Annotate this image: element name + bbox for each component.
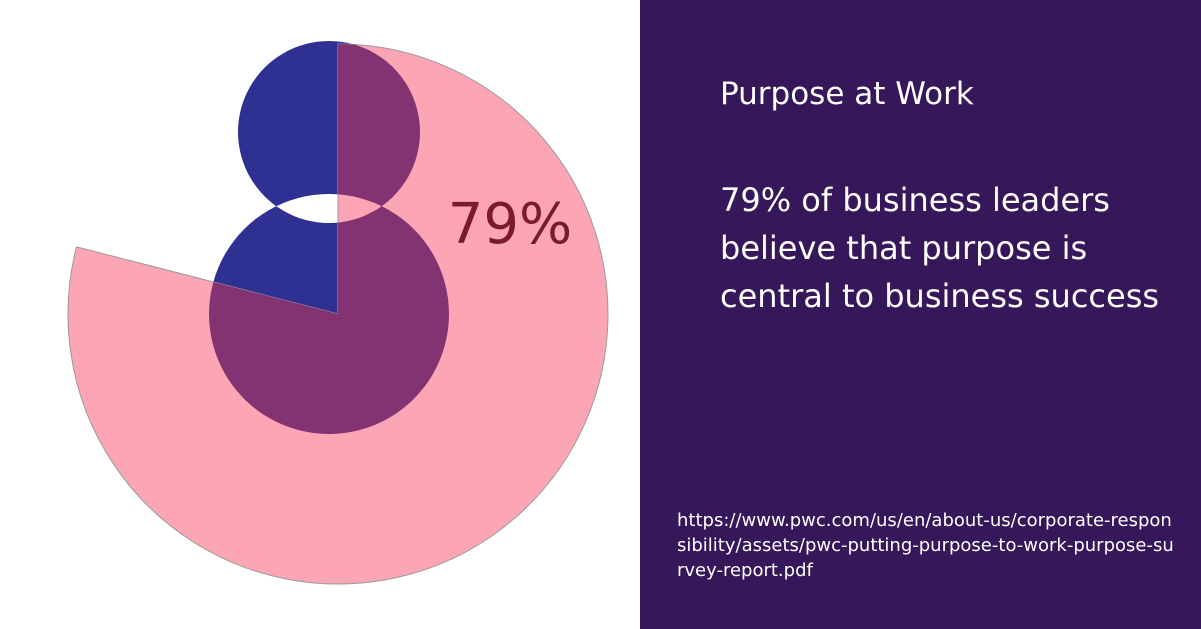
text-panel: Purpose at Work 79% of business leaders … <box>640 0 1201 629</box>
statement: 79% of business leaders believe that pur… <box>720 181 1160 315</box>
chart: 79% <box>67 41 609 585</box>
panel-title: Purpose at Work <box>720 76 974 112</box>
source-link: https://www.pwc.com/us/en/about-us/corpo… <box>677 510 1174 581</box>
value-label: 79% <box>448 192 572 257</box>
